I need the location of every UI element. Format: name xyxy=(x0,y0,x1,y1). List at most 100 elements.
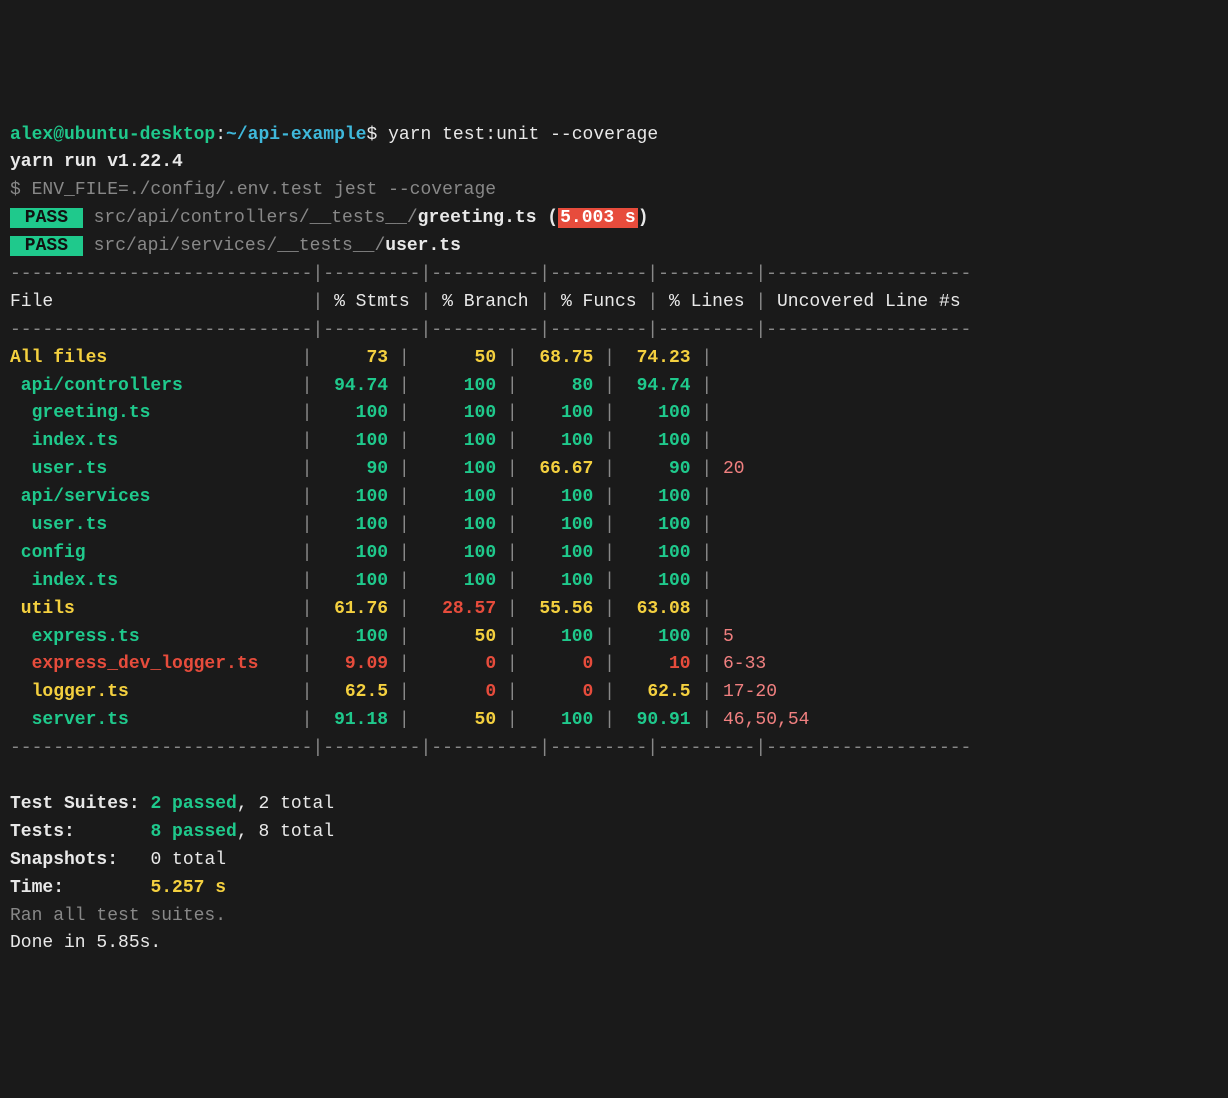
env-line: $ ENV_FILE=./config/.env.test jest --cov… xyxy=(10,177,1218,205)
pipe-icon: | xyxy=(507,543,518,563)
funcs-cell: 100 xyxy=(518,627,604,647)
col-stmts-header: % Stmts xyxy=(323,292,420,312)
stmts-cell: 100 xyxy=(312,543,398,563)
pipe-icon: | xyxy=(604,515,615,535)
funcs-cell: 100 xyxy=(518,571,604,591)
pipe-icon: | xyxy=(399,654,410,674)
test-path-prefix: src/api/services/__tests__/ xyxy=(83,236,385,256)
pipe-icon: | xyxy=(604,459,615,479)
pipe-icon: | xyxy=(399,376,410,396)
lines-cell: 10 xyxy=(615,654,701,674)
env-command: ENV_FILE=./config/.env.test jest --cover… xyxy=(32,180,496,200)
stmts-cell: 94.74 xyxy=(312,376,398,396)
table-row: index.ts | 100 | 100 | 100 | 100 | xyxy=(10,428,1218,456)
stmts-cell: 100 xyxy=(312,487,398,507)
pipe-icon: | xyxy=(302,710,313,730)
pass-badge: PASS xyxy=(10,236,83,256)
pipe-icon: | xyxy=(399,710,410,730)
pipe-icon: | xyxy=(701,487,712,507)
table-border-bottom: ----------------------------|---------|-… xyxy=(10,735,1218,763)
table-border: ----------------------------|---------|-… xyxy=(10,264,971,284)
file-cell: api/services xyxy=(10,487,302,507)
lines-cell: 100 xyxy=(615,431,701,451)
pipe-icon: | xyxy=(604,403,615,423)
branch-cell: 100 xyxy=(410,571,507,591)
uncov-cell: 46,50,54 xyxy=(712,710,809,730)
lines-cell: 100 xyxy=(615,515,701,535)
funcs-cell: 0 xyxy=(518,654,604,674)
pipe-icon: | xyxy=(647,292,658,312)
summary-snapshots: Snapshots: 0 total xyxy=(10,847,1218,875)
pass-line: PASS src/api/controllers/__tests__/greet… xyxy=(10,205,1218,233)
funcs-cell: 80 xyxy=(518,376,604,396)
branch-cell: 0 xyxy=(410,682,507,702)
stmts-cell: 100 xyxy=(312,515,398,535)
funcs-cell: 66.67 xyxy=(518,459,604,479)
file-cell: user.ts xyxy=(10,515,302,535)
pipe-icon: | xyxy=(604,487,615,507)
prompt-separator: : xyxy=(215,125,226,145)
summary-label: Tests: xyxy=(10,822,150,842)
summary-rest: , 2 total xyxy=(237,794,334,814)
file-cell: greeting.ts xyxy=(10,403,302,423)
col-funcs-header: % Funcs xyxy=(550,292,647,312)
lines-cell: 100 xyxy=(615,403,701,423)
branch-cell: 100 xyxy=(410,459,507,479)
file-cell: server.ts xyxy=(10,710,302,730)
branch-cell: 50 xyxy=(410,348,507,368)
pipe-icon: | xyxy=(399,403,410,423)
uncov-cell: 5 xyxy=(712,627,734,647)
pipe-icon: | xyxy=(302,459,313,479)
pipe-icon: | xyxy=(604,682,615,702)
pipe-icon: | xyxy=(604,431,615,451)
file-cell: api/controllers xyxy=(10,376,302,396)
branch-cell: 100 xyxy=(410,515,507,535)
test-file: user.ts xyxy=(385,236,461,256)
funcs-cell: 100 xyxy=(518,431,604,451)
summary-label: Time: xyxy=(10,878,150,898)
table-row: server.ts | 91.18 | 50 | 100 | 90.91 | 4… xyxy=(10,707,1218,735)
blank xyxy=(10,766,21,786)
pipe-icon: | xyxy=(302,654,313,674)
table-border: ----------------------------|---------|-… xyxy=(10,320,971,340)
pipe-icon: | xyxy=(302,627,313,647)
branch-cell: 100 xyxy=(410,431,507,451)
pipe-icon: | xyxy=(604,599,615,619)
branch-cell: 100 xyxy=(410,376,507,396)
pipe-icon: | xyxy=(399,682,410,702)
pipe-icon: | xyxy=(302,599,313,619)
pipe-icon: | xyxy=(701,376,712,396)
summary-passed: 8 passed xyxy=(150,822,236,842)
pipe-icon: | xyxy=(701,431,712,451)
lines-cell: 62.5 xyxy=(615,682,701,702)
branch-cell: 28.57 xyxy=(410,599,507,619)
timing-value: 5.003 s xyxy=(558,208,638,228)
pipe-icon: | xyxy=(604,627,615,647)
pipe-icon: | xyxy=(507,431,518,451)
pipe-icon: | xyxy=(507,459,518,479)
terminal-output: alex@ubuntu-desktop:~/api-example$ yarn … xyxy=(10,122,1218,959)
pipe-icon: | xyxy=(604,710,615,730)
col-lines-header: % Lines xyxy=(658,292,755,312)
summary-suites: Test Suites: 2 passed, 2 total xyxy=(10,791,1218,819)
table-header-row: File | % Stmts | % Branch | % Funcs | % … xyxy=(10,289,1218,317)
lines-cell: 100 xyxy=(615,543,701,563)
pipe-icon: | xyxy=(399,348,410,368)
pipe-icon: | xyxy=(604,348,615,368)
col-uncov-header: Uncovered Line #s xyxy=(766,292,971,312)
pipe-icon: | xyxy=(604,543,615,563)
pipe-icon: | xyxy=(701,654,712,674)
pipe-icon: | xyxy=(302,682,313,702)
pipe-icon: | xyxy=(507,571,518,591)
branch-cell: 100 xyxy=(410,543,507,563)
pipe-icon: | xyxy=(399,515,410,535)
pipe-icon: | xyxy=(507,348,518,368)
summary-done: Done in 5.85s. xyxy=(10,930,1218,958)
pipe-icon: | xyxy=(399,543,410,563)
stmts-cell: 100 xyxy=(312,571,398,591)
lines-cell: 74.23 xyxy=(615,348,701,368)
pipe-icon: | xyxy=(507,403,518,423)
branch-cell: 50 xyxy=(410,710,507,730)
lines-cell: 100 xyxy=(615,487,701,507)
lines-cell: 100 xyxy=(615,571,701,591)
